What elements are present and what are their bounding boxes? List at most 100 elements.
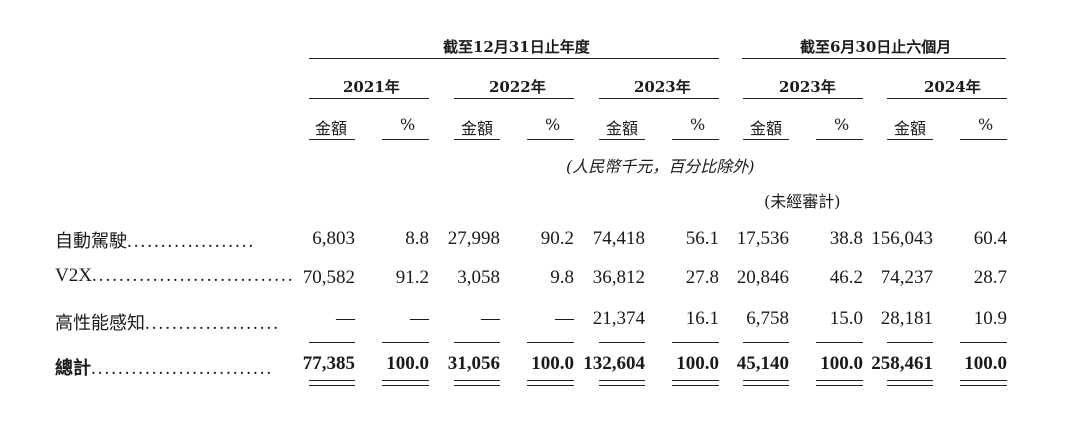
leader-dots: ..............................	[91, 265, 295, 286]
table-cell: 60.4	[973, 228, 1007, 249]
table-cell: 21,374	[592, 308, 645, 329]
row-label-text: 高性能感知	[55, 313, 145, 334]
table-cell: 38.8	[829, 228, 863, 249]
double-rule-total	[816, 380, 863, 381]
double-rule-total	[309, 385, 355, 386]
rule-amount	[309, 139, 355, 140]
year-header-2021: 2021年	[343, 78, 400, 96]
rule-year-2021	[309, 98, 429, 99]
table-cell: 46.2	[829, 267, 863, 288]
rule-above-total	[527, 342, 574, 343]
rule-amount	[743, 139, 789, 140]
total-cell: 132,604	[583, 353, 645, 374]
table-cell: 17,536	[736, 228, 789, 249]
double-rule-total	[960, 385, 1007, 386]
unaudited-note: (未經審計)	[764, 192, 841, 211]
double-rule-total	[743, 385, 789, 386]
table-cell: —	[555, 308, 574, 329]
double-rule-total	[309, 380, 355, 381]
rule-above-total	[887, 342, 933, 343]
table-cell: 156,043	[871, 228, 933, 249]
double-rule-total	[960, 380, 1007, 381]
total-cell: 100.0	[676, 353, 719, 374]
table-cell: —	[336, 308, 355, 329]
rule-above-total	[743, 342, 789, 343]
double-rule-total	[382, 385, 429, 386]
table-cell: 6,803	[312, 228, 355, 249]
percent-header: %	[400, 115, 416, 134]
rule-above-total	[382, 342, 429, 343]
rule-amount	[599, 139, 645, 140]
rule-above-total	[309, 342, 355, 343]
double-rule-total	[672, 380, 719, 381]
table-cell: 6,758	[746, 308, 789, 329]
table-cell: 10.9	[973, 308, 1007, 329]
year-header-2022: 2022年	[489, 78, 546, 96]
leader-dots: ...................	[127, 231, 256, 252]
total-cell: 100.0	[820, 353, 863, 374]
total-cell: 258,461	[871, 353, 933, 374]
percent-header: %	[545, 115, 561, 134]
percent-header: %	[978, 115, 994, 134]
amount-header: 金額	[606, 119, 639, 138]
table-cell: 16.1	[685, 308, 719, 329]
double-rule-total	[454, 380, 500, 381]
unit-note: (人民幣千元，百分比除外)	[566, 157, 755, 176]
double-rule-total	[816, 385, 863, 386]
double-rule-total	[527, 385, 574, 386]
table-cell: 70,582	[302, 267, 355, 288]
table-cell: 8.8	[405, 228, 429, 249]
total-cell: 45,140	[736, 353, 789, 374]
header-year-end: 截至12月31日止年度	[443, 38, 590, 56]
leader-dots: ....................	[145, 313, 280, 334]
double-rule-total	[599, 380, 645, 381]
row-label-text: V2X	[55, 265, 92, 286]
rule-amount	[454, 139, 500, 140]
rule-year-2023-h1	[743, 98, 863, 99]
table-cell: 27.8	[685, 267, 719, 288]
double-rule-total	[887, 385, 933, 386]
row-label-autonomous-driving: 自動駕駛...................	[55, 227, 255, 253]
amount-header: 金額	[315, 119, 348, 138]
row-label-text: 總計	[55, 358, 91, 379]
year-header-2023-h1: 2023年	[779, 78, 836, 96]
rule-percent	[672, 139, 719, 140]
table-cell: 36,812	[592, 267, 645, 288]
year-header-2023: 2023年	[634, 78, 691, 96]
rule-half-year	[742, 58, 1006, 59]
table-cell: 56.1	[685, 228, 719, 249]
double-rule-total	[672, 385, 719, 386]
year-header-2024-h1: 2024年	[924, 78, 981, 96]
table-cell: 15.0	[829, 308, 863, 329]
total-cell: 100.0	[386, 353, 429, 374]
table-cell: 74,237	[880, 267, 933, 288]
row-label-high-performance-sensing: 高性能感知....................	[55, 309, 280, 335]
row-label-total: 總計...........................	[55, 354, 273, 380]
header-half-year: 截至6月30日止六個月	[800, 38, 952, 56]
table-cell: 91.2	[395, 267, 429, 288]
rule-above-total	[816, 342, 863, 343]
total-cell: 77,385	[302, 353, 355, 374]
total-cell: 100.0	[531, 353, 574, 374]
table-cell: 3,058	[457, 267, 500, 288]
total-cell: 31,056	[447, 353, 500, 374]
rule-above-total	[454, 342, 500, 343]
rule-percent	[816, 139, 863, 140]
double-rule-total	[382, 380, 429, 381]
percent-header: %	[834, 115, 850, 134]
table-cell: 28,181	[880, 308, 933, 329]
amount-header: 金額	[894, 119, 927, 138]
amount-header: 金額	[750, 119, 783, 138]
leader-dots: ...........................	[91, 358, 274, 379]
total-cell: 100.0	[964, 353, 1007, 374]
double-rule-total	[527, 380, 574, 381]
rule-above-total	[599, 342, 645, 343]
amount-header: 金額	[461, 119, 494, 138]
row-label-v2x: V2X..............................	[55, 265, 294, 287]
rule-percent	[527, 139, 574, 140]
rule-year-2022	[454, 98, 574, 99]
row-label-text: 自動駕駛	[55, 231, 127, 252]
rule-year-2024-h1	[887, 98, 1007, 99]
rule-year-2023	[599, 98, 719, 99]
table-cell: 9.8	[550, 267, 574, 288]
